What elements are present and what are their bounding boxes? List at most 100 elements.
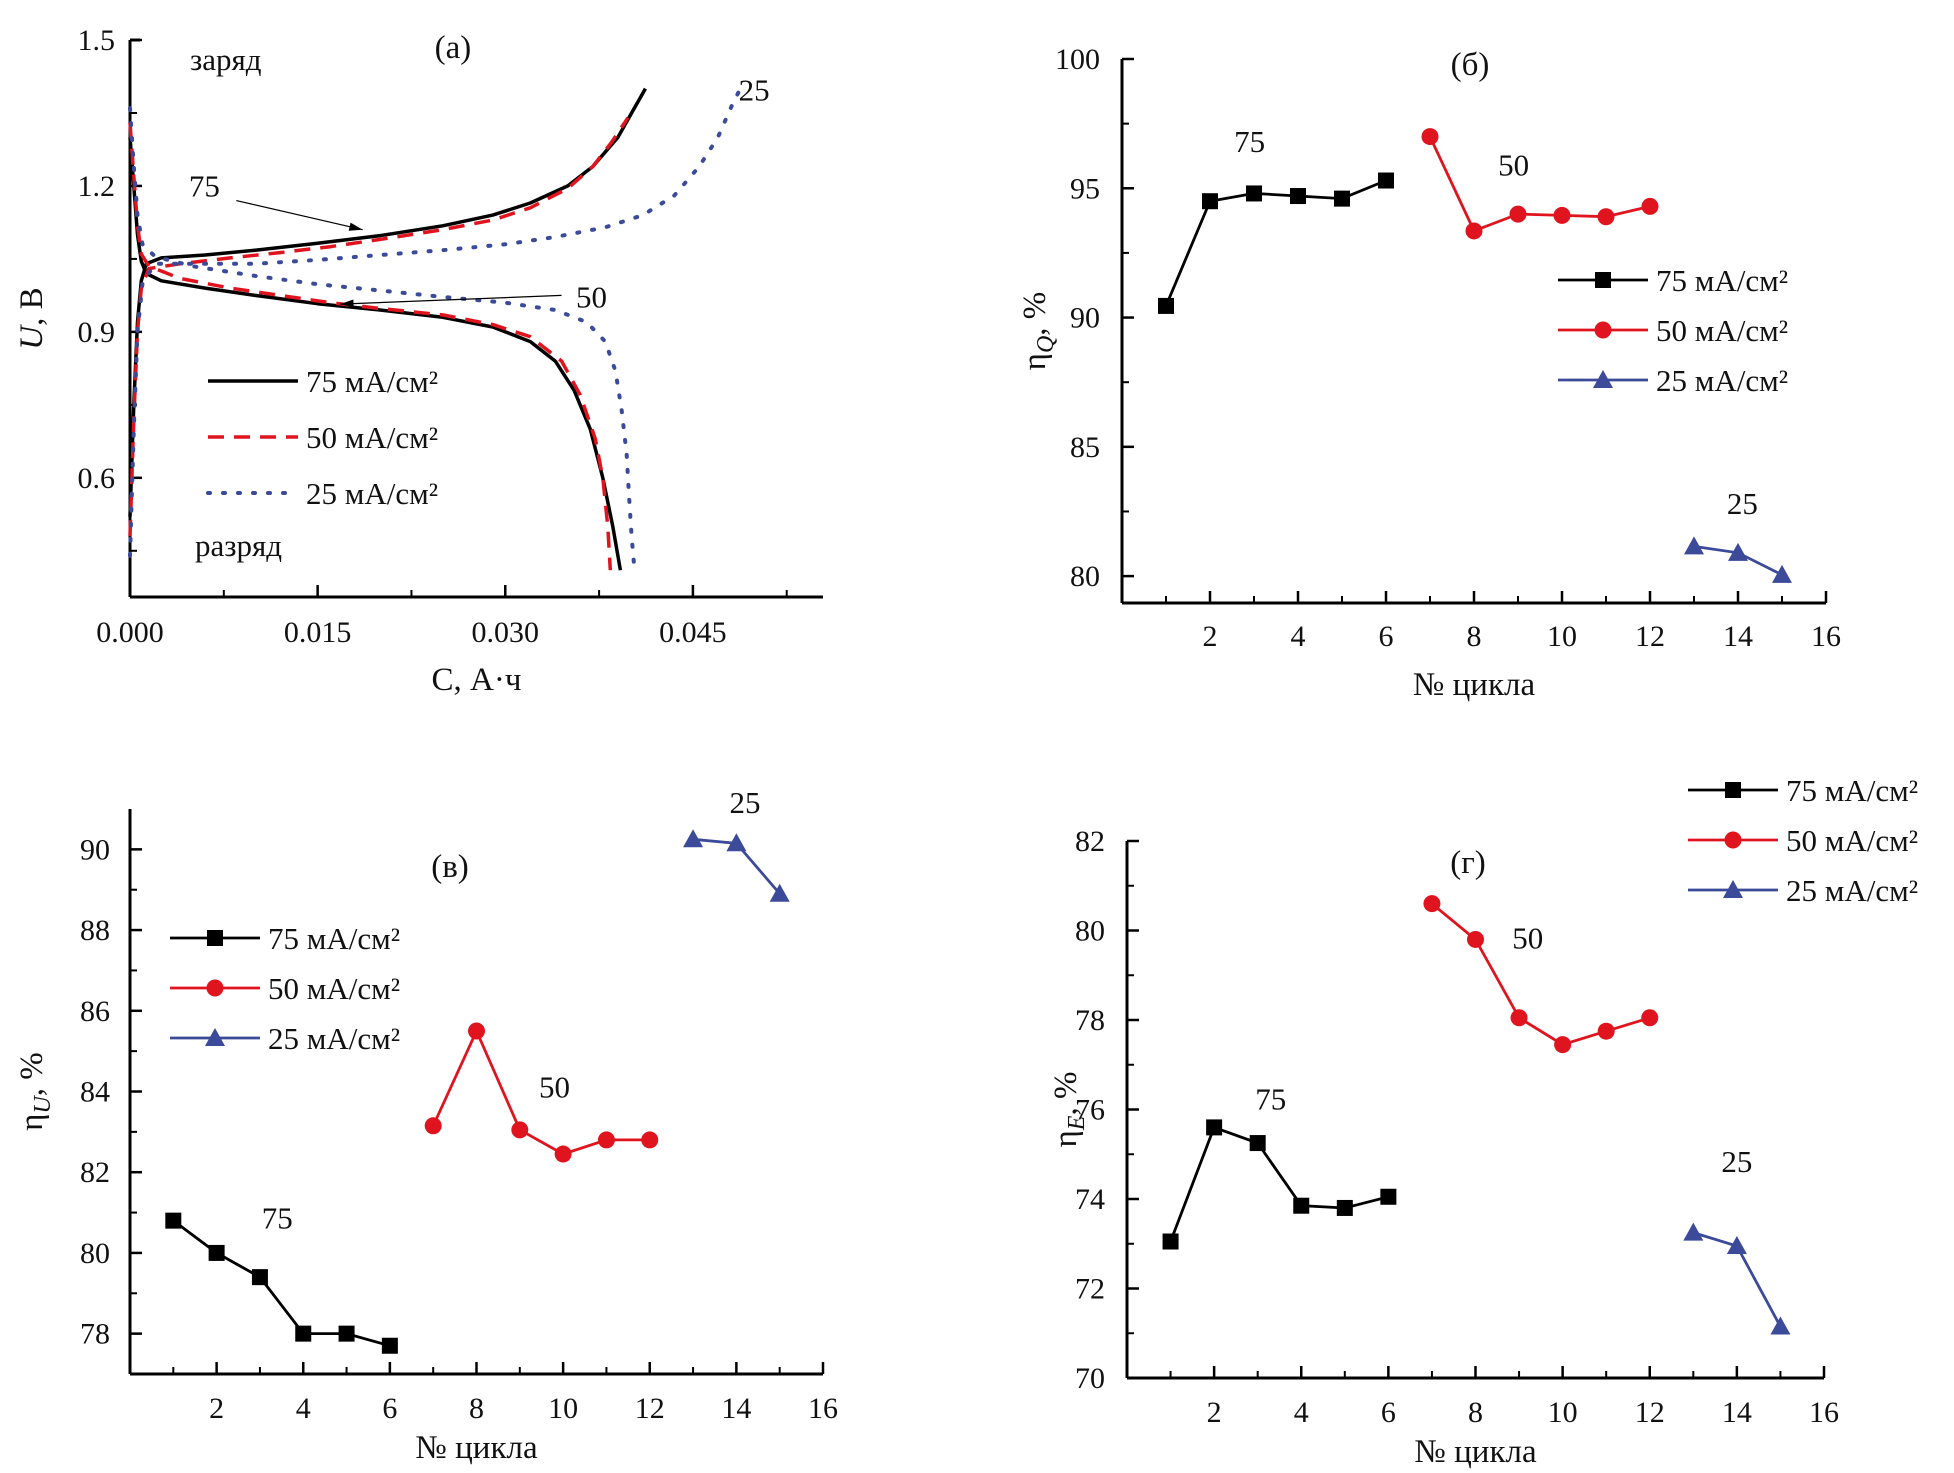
y-axis-title: ηE, % bbox=[1048, 1072, 1090, 1148]
discharge-label: разряд bbox=[195, 528, 282, 563]
panel-v-voltage-efficiency: 2 4 6 8 10 12 14 16 78 80 82 84 86 88 90 № цикла ηU, % (в… bbox=[14, 785, 838, 1466]
annotation-label: 75 bbox=[189, 169, 220, 204]
x-tick-label: 8 bbox=[1468, 1396, 1483, 1429]
legend-item: 50 мА/см² bbox=[208, 420, 438, 455]
y-axis-symbol: U bbox=[14, 324, 50, 350]
y-axis-title: U, В bbox=[14, 287, 50, 349]
legend-item: 25 мА/см² bbox=[1688, 873, 1918, 908]
series-s25-charge-curve bbox=[128, 86, 743, 558]
series-s50-charge-curve bbox=[128, 116, 630, 537]
legend-marker-s50 bbox=[206, 979, 224, 997]
data-point-s25 bbox=[1683, 1222, 1704, 1241]
data-point-s75 bbox=[1334, 190, 1350, 207]
data-point-s25 bbox=[683, 829, 704, 848]
data-point-s75 bbox=[1162, 1233, 1179, 1250]
series-s75-discharge-curve bbox=[128, 137, 623, 571]
x-tick-label: 6 bbox=[382, 1392, 397, 1425]
data-point-s50 bbox=[597, 1131, 615, 1149]
data-point-s50 bbox=[511, 1121, 529, 1139]
annotation-label: 50 bbox=[1512, 920, 1543, 955]
legend-label: 75 мА/см² bbox=[268, 921, 400, 956]
y-tick-label: 1.2 bbox=[78, 170, 116, 203]
data-point-s75 bbox=[1202, 193, 1218, 210]
x-tick-label: 10 bbox=[1548, 1396, 1578, 1429]
data-point-s75 bbox=[1378, 172, 1394, 189]
legend-item: 25 мА/см² bbox=[206, 476, 438, 511]
x-tick-label: 14 bbox=[721, 1392, 751, 1425]
x-tick-label: 2 bbox=[1203, 620, 1218, 653]
legend-item: 25 мА/см² bbox=[170, 1021, 400, 1056]
series-s50-line bbox=[1428, 136, 1651, 233]
legend-label: 25 мА/см² bbox=[268, 1021, 400, 1056]
x-tick-label: 10 bbox=[1547, 620, 1577, 653]
legend-marker-s75 bbox=[207, 930, 223, 946]
legend-label: 50 мА/см² bbox=[1786, 823, 1918, 858]
legend-marker-s75 bbox=[1725, 782, 1741, 798]
legend-label: 50 мА/см² bbox=[306, 420, 438, 455]
data-point-s50 bbox=[1553, 206, 1571, 224]
y-tick-label: 74 bbox=[1075, 1183, 1105, 1216]
y-tick-label: 88 bbox=[80, 914, 110, 947]
data-point-s75 bbox=[1293, 1197, 1310, 1214]
y-axis-subscript: E bbox=[1064, 1115, 1090, 1131]
x-tick-label: 0.000 bbox=[96, 616, 164, 649]
x-tick-label: 2 bbox=[1207, 1396, 1222, 1429]
y-tick-label: 90 bbox=[80, 833, 110, 866]
data-point-s25 bbox=[1772, 564, 1792, 583]
y-tick-label: 80 bbox=[1070, 560, 1100, 593]
panel-label: (в) bbox=[431, 849, 469, 885]
data-point-s75 bbox=[338, 1325, 355, 1342]
data-point-s75 bbox=[208, 1244, 225, 1261]
data-point-s25 bbox=[1684, 536, 1704, 555]
annotation-label: 50 bbox=[576, 279, 607, 314]
data-point-s25 bbox=[1728, 542, 1748, 561]
x-tick-label: 4 bbox=[296, 1392, 311, 1425]
annotation-label: 25 bbox=[1727, 486, 1758, 521]
x-tick-label: 12 bbox=[1635, 620, 1665, 653]
annotation-label: 25 bbox=[730, 785, 761, 820]
x-tick-label: 14 bbox=[1723, 620, 1753, 653]
legend-label: 75 мА/см² bbox=[306, 364, 438, 399]
y-axis-unit: , % bbox=[1048, 1072, 1084, 1116]
x-tick-label: 2 bbox=[209, 1392, 224, 1425]
x-tick-label: 16 bbox=[1809, 1396, 1839, 1429]
legend-item: 75 мА/см² bbox=[1688, 773, 1918, 808]
y-tick-label: 80 bbox=[1075, 915, 1105, 948]
legend-item: 75 мА/см² bbox=[170, 921, 400, 956]
data-point-s25 bbox=[1770, 1316, 1791, 1335]
data-point-s75 bbox=[1206, 1119, 1223, 1136]
annotation-label: 50 bbox=[1498, 147, 1529, 182]
y-axis-subscript: U bbox=[30, 1095, 56, 1114]
annotation-label: 75 bbox=[1234, 124, 1265, 159]
y-tick-label: 90 bbox=[1070, 302, 1100, 335]
legend-label: 75 мА/см² bbox=[1786, 773, 1918, 808]
legend-item: 50 мА/см² bbox=[1688, 823, 1918, 858]
annotation-label: 50 bbox=[539, 1070, 570, 1105]
y-tick-label: 95 bbox=[1070, 172, 1100, 205]
legend-item: 25 мА/см² bbox=[1558, 363, 1788, 398]
data-point-s50 bbox=[1597, 1022, 1615, 1040]
data-point-s50 bbox=[424, 1117, 442, 1135]
series-s75-line bbox=[1169, 1125, 1389, 1242]
y-tick-label: 70 bbox=[1075, 1362, 1105, 1395]
x-tick-label: 0.030 bbox=[472, 616, 540, 649]
legend-item: 50 мА/см² bbox=[1558, 313, 1788, 348]
y-tick-label: 80 bbox=[80, 1237, 110, 1270]
legend-label: 50 мА/см² bbox=[1656, 313, 1788, 348]
x-tick-label: 12 bbox=[1635, 1396, 1665, 1429]
legend-item: 75 мА/см² bbox=[1558, 263, 1788, 298]
annotation-label: 75 bbox=[262, 1201, 293, 1236]
annotation-arrow-line bbox=[236, 199, 363, 231]
y-axis-symbol: η bbox=[1048, 1130, 1084, 1147]
data-point-s75 bbox=[381, 1337, 398, 1354]
y-axis-symbol: η bbox=[14, 1114, 50, 1131]
x-axis-title: № цикла bbox=[1414, 1434, 1537, 1470]
legend-marker-s50 bbox=[1594, 321, 1612, 339]
data-point-s50 bbox=[1465, 222, 1483, 240]
y-axis-unit: , % bbox=[14, 1052, 50, 1096]
y-tick-label: 86 bbox=[80, 995, 110, 1028]
data-point-s50 bbox=[1554, 1036, 1572, 1054]
y-tick-label: 76 bbox=[1075, 1094, 1105, 1127]
y-axis-subscript: Q bbox=[1033, 336, 1059, 353]
data-point-s50 bbox=[641, 1131, 659, 1149]
